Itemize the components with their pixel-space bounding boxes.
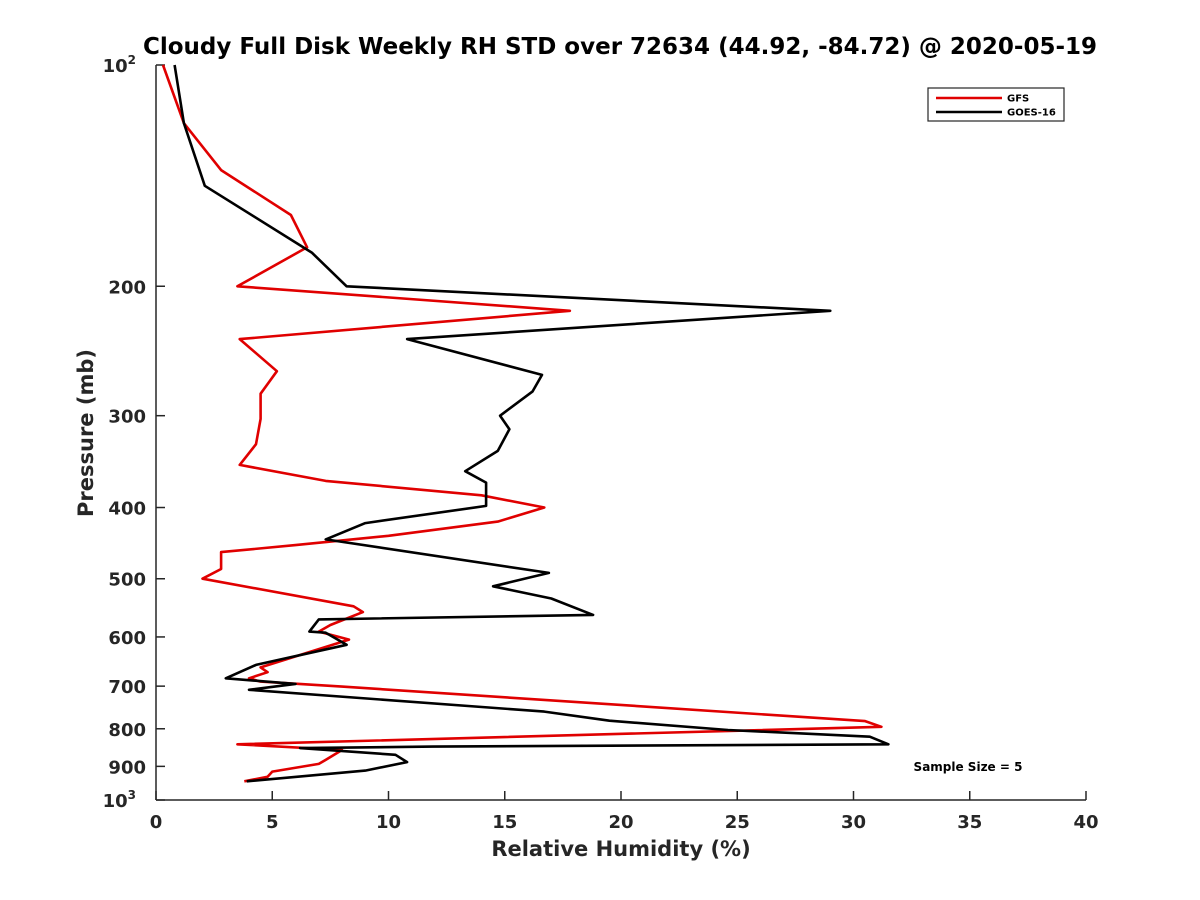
series-lines xyxy=(161,64,890,783)
y-tick-label: 200 xyxy=(108,277,146,298)
y-tick-label: 700 xyxy=(108,677,146,698)
legend-label: GFS xyxy=(1007,94,1029,105)
legend-label: GOES-16 xyxy=(1007,108,1056,119)
x-axis-label: Relative Humidity (%) xyxy=(491,837,750,861)
x-tick-label: 0 xyxy=(150,812,163,833)
legend: GFS GOES-16 xyxy=(927,87,1065,122)
x-tick-label: 25 xyxy=(725,812,750,833)
y-tick-label: 600 xyxy=(108,628,146,649)
x-tick-label: 10 xyxy=(376,812,401,833)
series-line-gfs xyxy=(161,64,883,783)
series-line-goes-16 xyxy=(173,64,890,783)
x-tick-label: 30 xyxy=(841,812,866,833)
chart-title: Cloudy Full Disk Weekly RH STD over 7263… xyxy=(143,34,1097,60)
x-axis-ticks: 0 5 10 15 20 25 30 35 40 xyxy=(150,791,1099,833)
y-tick-label: 400 xyxy=(108,499,146,520)
x-tick-label: 15 xyxy=(492,812,517,833)
legend-box xyxy=(927,87,1065,122)
x-tick-label: 5 xyxy=(266,812,279,833)
sample-size-annotation: Sample Size = 5 xyxy=(914,760,1023,774)
y-tick-label: 300 xyxy=(108,407,146,428)
y-tick-label: 900 xyxy=(108,757,146,778)
x-tick-label: 35 xyxy=(957,812,982,833)
y-tick-label: 500 xyxy=(108,570,146,591)
y-axis-label: Pressure (mb) xyxy=(74,349,98,517)
x-tick-label: 20 xyxy=(608,812,633,833)
y-tick-label: 800 xyxy=(108,720,146,741)
x-tick-label: 40 xyxy=(1073,812,1098,833)
